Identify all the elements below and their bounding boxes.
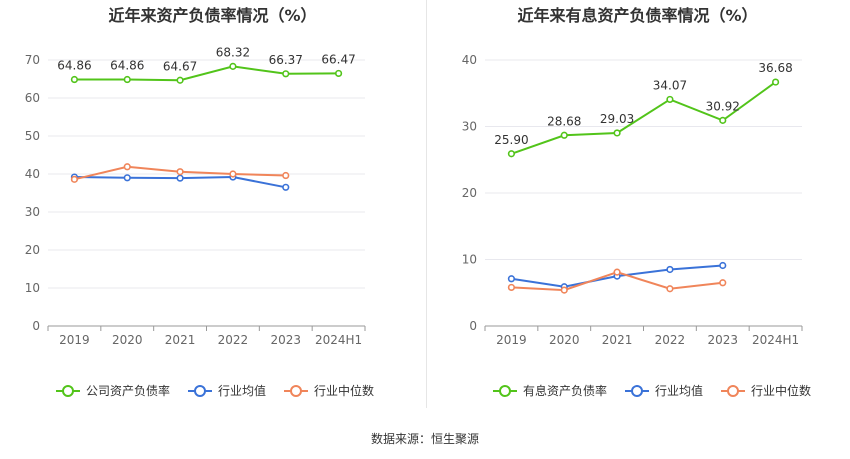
legend-label: 行业均值 — [218, 383, 266, 398]
data-label: 64.86 — [110, 59, 144, 73]
y-tick-label: 30 — [462, 120, 477, 134]
legend-swatch-marker — [631, 385, 643, 397]
data-point — [507, 283, 516, 292]
x-tick-label: 2020 — [549, 333, 580, 347]
line-chart-right: 0 10 20 30 40 2019 2020 2021 2022 2023 2024H1 25.90… — [462, 53, 811, 398]
data-point — [613, 129, 621, 137]
legend-label: 公司资产负债率 — [86, 383, 170, 398]
y-tick-label: 10 — [25, 281, 40, 295]
data-label: 36.68 — [758, 61, 792, 75]
chart-title: 近年来有息资产负债率情况（%） — [517, 6, 758, 25]
legend-swatch-marker — [194, 385, 206, 397]
data-point — [176, 76, 184, 84]
y-tick-label: 20 — [25, 243, 40, 257]
data-label: 64.67 — [163, 59, 197, 73]
data-label: 34.07 — [653, 78, 687, 92]
legend-swatch-marker — [727, 385, 739, 397]
legend-label: 有息资产负债率 — [523, 383, 607, 398]
data-point — [123, 75, 131, 84]
legend-swatch-marker — [499, 385, 511, 397]
legend-label: 行业中位数 — [314, 383, 374, 398]
y-tick-label: 10 — [462, 253, 477, 267]
data-label: 66.37 — [269, 53, 303, 67]
legend-swatch-marker — [62, 385, 74, 397]
x-tick-label: 2021 — [165, 333, 196, 347]
data-point — [229, 62, 237, 70]
data-point — [719, 261, 727, 270]
x-tick-label: 2023 — [270, 333, 301, 347]
line-chart-left: 0 10 20 30 40 50 60 70 2019 2020 2021 2022 2023 2024H… — [25, 45, 374, 398]
legend-label: 行业均值 — [655, 383, 703, 398]
data-point — [123, 174, 131, 182]
data-label: 68.32 — [216, 45, 250, 59]
x-tick-label: 2022 — [655, 333, 686, 347]
y-tick-label: 50 — [25, 129, 40, 143]
chart-title: 近年来资产负债率情况（%） — [108, 6, 317, 25]
data-label: 66.47 — [321, 52, 355, 66]
x-tick-label: 2022 — [218, 333, 249, 347]
x-tick-label: 2021 — [602, 333, 633, 347]
data-point — [666, 265, 674, 274]
y-tick-label: 0 — [469, 319, 477, 333]
panel-divider — [426, 0, 427, 408]
y-tick-label: 60 — [25, 91, 40, 105]
series-line — [74, 65, 339, 82]
data-point — [70, 175, 79, 183]
data-point — [666, 285, 674, 293]
y-tick-label: 40 — [25, 167, 40, 181]
series-line — [511, 81, 777, 155]
data-point — [666, 95, 674, 104]
legend-swatch-marker — [290, 385, 302, 397]
x-tick-label: 2019 — [496, 333, 527, 347]
y-tick-label: 20 — [462, 186, 477, 200]
y-tick-label: 40 — [462, 53, 477, 67]
y-tick-label: 30 — [25, 205, 40, 219]
y-tick-label: 70 — [25, 53, 40, 67]
data-label: 64.86 — [57, 59, 91, 73]
legend-label: 行业中位数 — [751, 383, 811, 398]
data-point — [719, 279, 727, 287]
data-point — [70, 75, 79, 84]
data-point — [507, 275, 516, 283]
chart-panel-right: 近年来有息资产负债率情况（%） 0 10 20 30 40 2019 2020 2021 202… — [425, 0, 850, 410]
data-point — [560, 131, 568, 139]
data-point — [176, 174, 184, 182]
data-point — [334, 69, 343, 78]
data-point — [719, 116, 727, 124]
chart-panel-left: 近年来资产负债率情况（%） 0 10 20 30 40 50 60 70 2019 2020 202… — [0, 0, 425, 410]
data-label: 28.68 — [547, 114, 581, 128]
x-tick-label: 2024H1 — [315, 333, 362, 347]
data-point — [507, 150, 516, 158]
data-point — [229, 170, 237, 178]
y-tick-label: 0 — [32, 319, 40, 333]
data-label: 29.03 — [600, 112, 634, 126]
data-point — [282, 183, 290, 191]
data-point — [282, 171, 290, 180]
x-tick-label: 2023 — [707, 333, 738, 347]
data-point — [613, 268, 621, 276]
data-source-note: 数据来源：恒生聚源 — [370, 432, 479, 446]
data-point — [176, 168, 184, 176]
x-tick-label: 2020 — [112, 333, 143, 347]
data-point — [282, 70, 290, 78]
data-label: 30.92 — [706, 99, 740, 113]
data-point — [123, 163, 131, 171]
data-point — [771, 78, 780, 86]
data-point — [560, 286, 568, 294]
x-tick-label: 2019 — [59, 333, 90, 347]
data-label: 25.90 — [494, 133, 528, 147]
x-tick-label: 2024H1 — [752, 333, 799, 347]
